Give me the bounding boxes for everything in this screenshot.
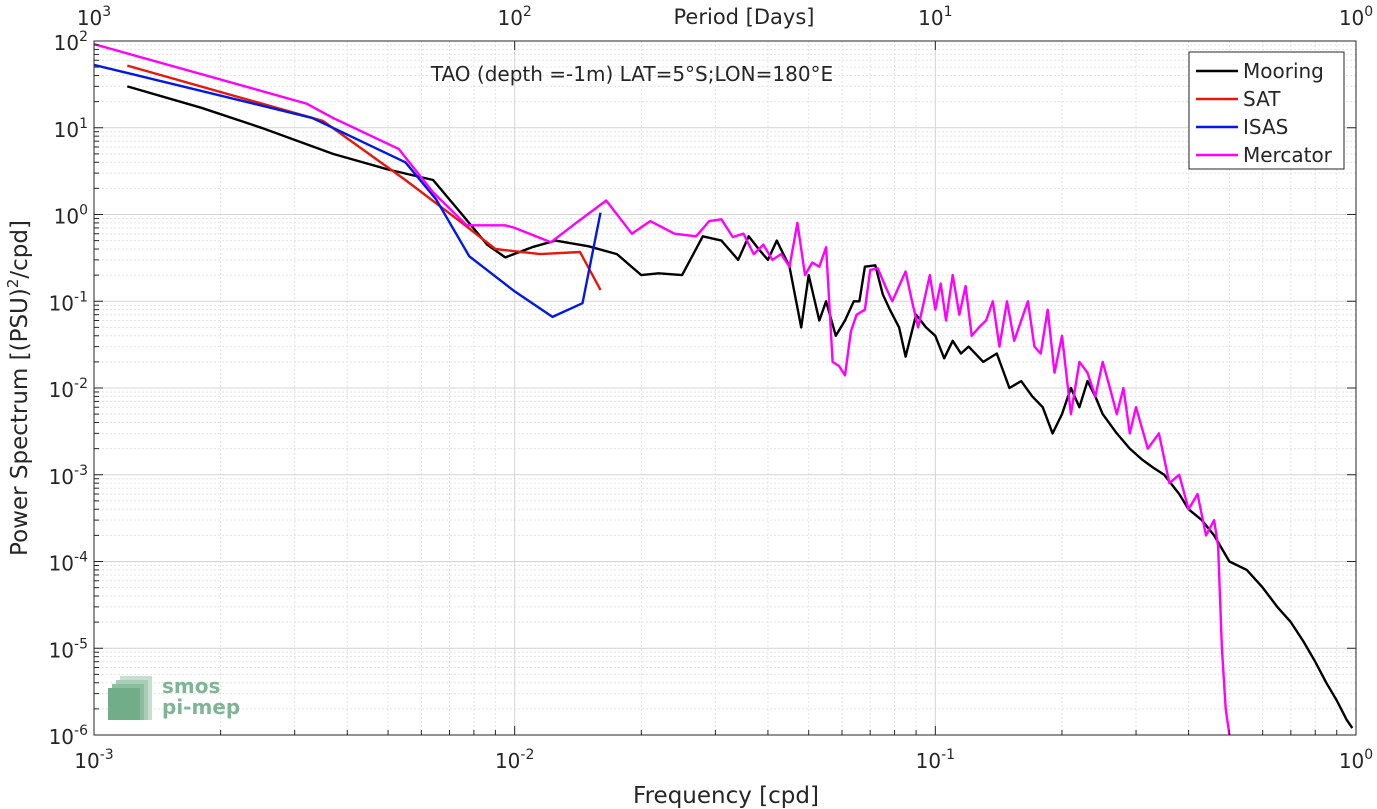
y-tick-label-exp: -1	[74, 289, 88, 305]
y-tick-label-exp: -5	[74, 636, 88, 652]
top-tick-label-exp: 2	[523, 4, 532, 20]
y-tick-label: 10-5	[49, 636, 88, 662]
logo-mark-icon	[108, 676, 152, 720]
y-tick-label: 10-4	[49, 550, 89, 576]
y-tick-label: 101	[54, 116, 88, 142]
y-tick-label-exp: 0	[79, 203, 88, 219]
x-tick-label-base: 10	[74, 749, 99, 773]
x-tick-label: 10-1	[916, 747, 955, 773]
y-axis-label-suffix: /cpd]	[7, 220, 33, 279]
series-line-mercator	[93, 42, 1231, 736]
series-layer	[93, 42, 1354, 736]
y-tick-label-base: 10	[49, 638, 74, 662]
logo-line2: pi-mep	[162, 695, 240, 719]
y-tick-label-exp: -2	[74, 376, 88, 392]
major-grid	[93, 40, 1357, 736]
x-tick-label-base: 10	[495, 749, 520, 773]
top-tick-label: 102	[497, 4, 531, 30]
top-tick-label-exp: 0	[1364, 4, 1373, 20]
legend-label-isas: ISAS	[1243, 115, 1288, 139]
top-tick-label-base: 10	[77, 6, 102, 30]
y-tick-label-exp: 2	[79, 29, 88, 45]
legend-label-sat: SAT	[1243, 87, 1281, 111]
top-tick-label-base: 10	[918, 6, 943, 30]
top-tick-label-exp: 3	[102, 4, 111, 20]
series-line-mooring	[126, 85, 1354, 729]
top-tick-label: 101	[918, 4, 952, 30]
series-line-sat	[126, 64, 602, 291]
y-tick-label: 10-1	[49, 289, 88, 315]
y-tick-label-base: 10	[49, 378, 74, 402]
y-tick-label: 10-3	[49, 463, 88, 489]
top-tick-label-base: 10	[497, 6, 522, 30]
y-axis-label-main: Power Spectrum [(PSU)	[7, 288, 33, 556]
y-tick-label-base: 10	[54, 118, 79, 142]
x-tick-label: 10-3	[74, 747, 113, 773]
chart-title: TAO (depth =-1m) LAT=5°S;LON=180°E	[430, 62, 833, 86]
y-tick-label-base: 10	[49, 725, 74, 749]
y-tick-label-exp: 1	[79, 116, 88, 132]
top-tick-label: 103	[77, 4, 111, 30]
legend-label-mercator: Mercator	[1243, 143, 1333, 167]
x-tick-label-exp: -2	[520, 747, 534, 763]
top-tick-label: 100	[1339, 4, 1373, 30]
smos-pimep-logo: smos pi-mep	[108, 674, 240, 720]
y-tick-label-base: 10	[49, 552, 74, 576]
y-tick-label: 102	[54, 29, 88, 55]
y-tick-label-exp: -6	[74, 723, 88, 739]
y-axis-label: Power Spectrum [(PSU)2/cpd]	[4, 220, 33, 556]
y-tick-label-exp: -3	[74, 463, 88, 479]
axis-ticks	[93, 40, 1357, 736]
tick-labels: 10-3 10-2 10-1 10010-610-510-410-310-210-11…	[49, 4, 1374, 773]
y-tick-label: 10-6	[49, 723, 89, 749]
logo-line1: smos	[162, 674, 220, 698]
x-tick-label-exp: 0	[1364, 747, 1373, 763]
y-tick-label-base: 10	[54, 31, 79, 55]
y-tick-label-base: 10	[49, 465, 74, 489]
top-tick-label-exp: 1	[944, 4, 953, 20]
y-tick-label: 10-2	[49, 376, 88, 402]
x-tick-label-base: 10	[916, 749, 941, 773]
top-tick-label-base: 10	[1339, 6, 1364, 30]
x-axis-label: Frequency [cpd]	[633, 783, 819, 809]
x-tick-label: 100	[1339, 747, 1373, 773]
x-tick-label: 10-2	[495, 747, 534, 773]
y-tick-label-base: 10	[49, 291, 74, 315]
y-tick-label-base: 10	[54, 205, 79, 229]
legend-label-mooring: Mooring	[1243, 59, 1324, 83]
top-axis-label: Period [Days]	[674, 5, 815, 29]
x-tick-label-exp: -3	[100, 747, 114, 763]
x-tick-label-exp: -1	[941, 747, 955, 763]
legend: Mooring SAT ISAS Mercator	[1188, 51, 1345, 170]
y-tick-label: 100	[54, 203, 88, 229]
series-line-isas	[93, 63, 602, 319]
x-tick-label-base: 10	[1339, 749, 1364, 773]
y-axis-label-sup: 2	[4, 279, 22, 289]
y-tick-label-exp: -4	[74, 550, 88, 566]
